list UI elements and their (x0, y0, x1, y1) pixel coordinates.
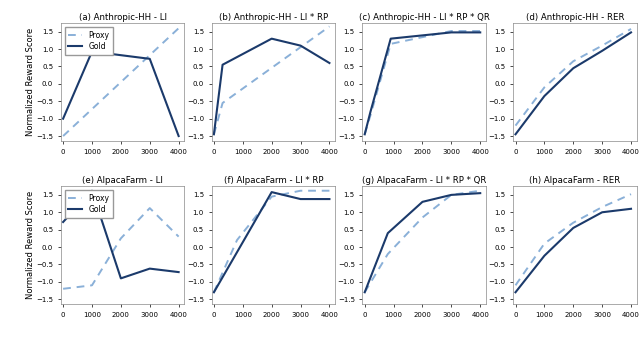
Gold (447, 193, 455, 197)
Gold (367, 110, 374, 114)
Line: Proxy: Proxy (365, 31, 480, 134)
Gold (60, 116, 67, 121)
Gold (175, 270, 182, 274)
Line: Gold: Gold (365, 193, 480, 292)
Proxy (570, 59, 577, 63)
Proxy (367, 113, 374, 117)
Gold (627, 30, 635, 35)
Gold (326, 197, 333, 201)
Gold (511, 132, 519, 136)
Line: Proxy: Proxy (365, 191, 480, 292)
Gold (88, 189, 96, 193)
Title: (b) Anthropic-HH - LI * RP: (b) Anthropic-HH - LI * RP (219, 12, 328, 22)
Gold (297, 44, 305, 48)
Proxy (210, 132, 218, 136)
Y-axis label: Normalized Reward Score: Normalized Reward Score (26, 28, 35, 136)
Proxy (598, 44, 606, 48)
Gold (297, 197, 305, 201)
Legend: Proxy, Gold: Proxy, Gold (65, 190, 113, 218)
Proxy (60, 287, 67, 291)
Gold (541, 253, 548, 258)
Gold (326, 61, 333, 65)
Gold (627, 207, 635, 211)
Proxy (541, 241, 548, 246)
Title: (d) Anthropic-HH - RER: (d) Anthropic-HH - RER (525, 12, 624, 22)
Gold (419, 200, 426, 204)
Gold (541, 94, 548, 98)
Gold (384, 231, 392, 235)
Gold (387, 36, 394, 41)
Proxy (326, 24, 333, 29)
Y-axis label: Normalized Reward Score: Normalized Reward Score (26, 191, 35, 299)
Gold (476, 30, 484, 35)
Gold (146, 267, 154, 271)
Gold (88, 50, 96, 54)
Gold (570, 66, 577, 70)
Title: (a) Anthropic-HH - LI: (a) Anthropic-HH - LI (79, 12, 166, 22)
Line: Proxy: Proxy (214, 191, 330, 292)
Proxy (146, 206, 154, 210)
Proxy (447, 193, 455, 197)
Proxy (387, 42, 394, 46)
Proxy (627, 27, 635, 31)
Proxy (419, 215, 426, 219)
Proxy (268, 194, 275, 199)
Line: Gold: Gold (515, 33, 631, 134)
Gold (598, 210, 606, 215)
Line: Proxy: Proxy (515, 29, 631, 126)
Proxy (598, 205, 606, 209)
Gold (570, 226, 577, 230)
Gold (210, 132, 218, 136)
Line: Proxy: Proxy (214, 27, 330, 134)
Gold (598, 49, 606, 53)
Legend: Proxy, Gold: Proxy, Gold (65, 27, 113, 55)
Line: Proxy: Proxy (515, 194, 631, 285)
Gold (361, 132, 369, 136)
Gold (60, 220, 67, 224)
Proxy (447, 29, 455, 33)
Proxy (210, 290, 218, 295)
Title: (f) AlpacaFarm - LI * RP: (f) AlpacaFarm - LI * RP (223, 176, 323, 185)
Proxy (219, 101, 227, 105)
Gold (146, 57, 154, 61)
Gold (117, 276, 125, 280)
Proxy (476, 189, 484, 193)
Line: Gold: Gold (63, 191, 179, 278)
Proxy (297, 189, 305, 193)
Gold (268, 190, 275, 194)
Line: Gold: Gold (515, 209, 631, 292)
Proxy (175, 234, 182, 239)
Proxy (361, 290, 369, 295)
Gold (476, 191, 484, 195)
Line: Gold: Gold (365, 33, 480, 134)
Proxy (88, 283, 96, 287)
Proxy (476, 29, 484, 33)
Proxy (326, 189, 333, 193)
Proxy (541, 85, 548, 90)
Proxy (511, 283, 519, 287)
Line: Gold: Gold (214, 192, 330, 292)
Line: Gold: Gold (214, 39, 330, 134)
Proxy (511, 124, 519, 128)
Proxy (570, 221, 577, 225)
Gold (210, 290, 218, 295)
Proxy (361, 132, 369, 136)
Title: (c) Anthropic-HH - LI * RP * QR: (c) Anthropic-HH - LI * RP * QR (359, 12, 490, 22)
Proxy (384, 252, 392, 256)
Title: (g) AlpacaFarm - LI * RP * QR: (g) AlpacaFarm - LI * RP * QR (362, 176, 486, 185)
Gold (268, 36, 275, 41)
Proxy (233, 238, 241, 242)
Proxy (117, 236, 125, 240)
Line: Proxy: Proxy (63, 208, 179, 289)
Gold (361, 290, 369, 295)
Line: Gold: Gold (63, 52, 179, 136)
Gold (219, 63, 227, 67)
Proxy (627, 192, 635, 196)
Title: (e) AlpacaFarm - LI: (e) AlpacaFarm - LI (82, 176, 163, 185)
Title: (h) AlpacaFarm - RER: (h) AlpacaFarm - RER (529, 176, 621, 185)
Gold (511, 290, 519, 295)
Gold (175, 134, 182, 138)
Gold (447, 30, 455, 35)
